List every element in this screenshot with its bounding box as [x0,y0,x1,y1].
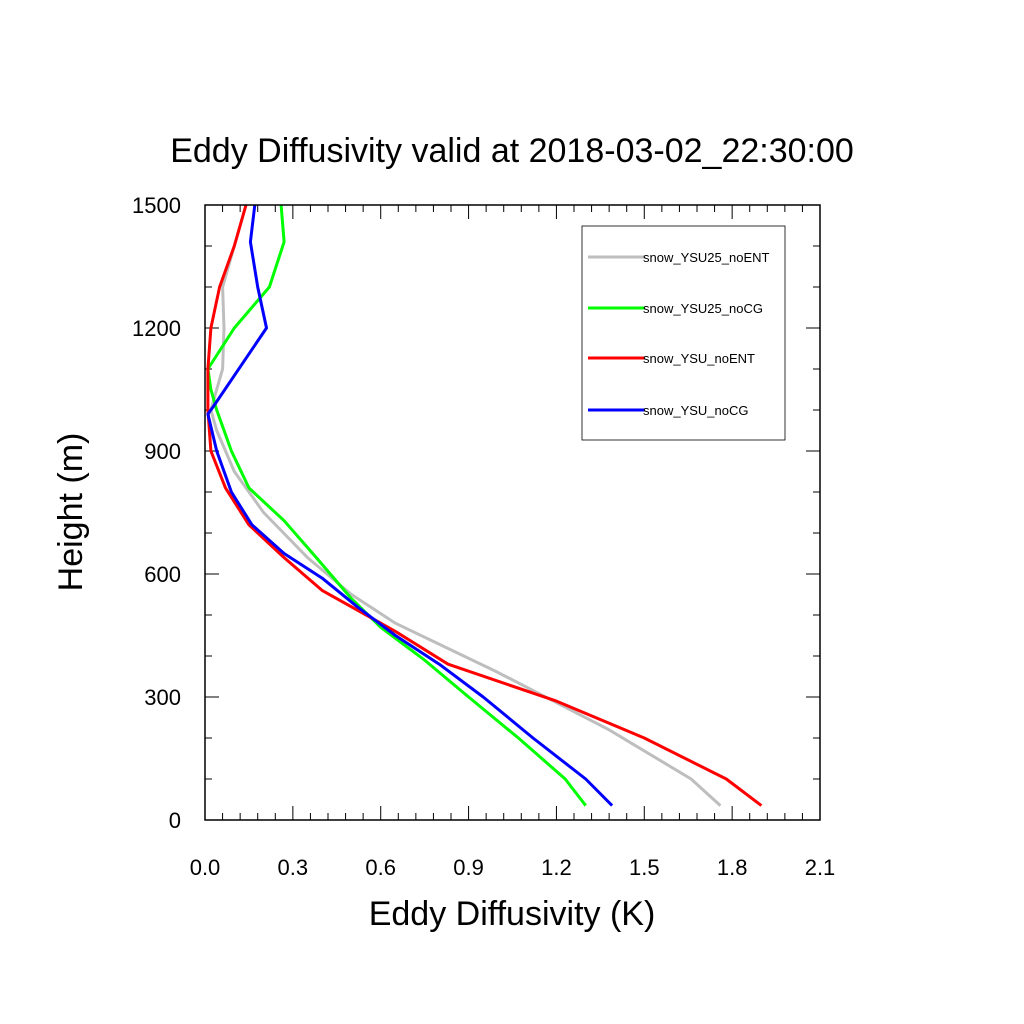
x-tick-label: 0.0 [190,855,221,880]
x-tick-label: 0.3 [278,855,309,880]
y-axis-label: Height (m) [52,433,90,592]
legend-label: snow_YSU25_noENT [643,250,770,265]
x-axis-label: Eddy Diffusivity (K) [369,895,656,933]
legend-label: snow_YSU_noCG [643,403,749,418]
y-tick-label: 1500 [132,193,181,218]
series-line-snow_YSU25_noCG [206,204,587,807]
x-tick-label: 1.5 [629,855,660,880]
x-tick-labels: 0.0 0.3 0.6 0.9 1.2 1.5 1.8 2.1 [190,855,836,880]
legend-label: snow_YSU25_noCG [643,301,763,316]
series-layer [206,204,763,807]
legend: snow_YSU25_noENT snow_YSU25_noCG snow_YSU_… [581,225,786,441]
y-tick-label: 1200 [132,316,181,341]
y-tick-label: 300 [144,685,181,710]
series-line-snow_YSU25_noENT [209,204,722,807]
plot-frame [204,204,821,821]
series-line-snow_YSU_noENT [206,204,763,807]
legend-box [581,225,786,441]
legend-label: snow_YSU_noENT [643,351,755,366]
x-tick-label: 1.2 [541,855,572,880]
x-tick-label: 0.6 [365,855,396,880]
x-tick-label: 1.8 [717,855,748,880]
x-tick-label: 2.1 [805,855,836,880]
legend-entries: snow_YSU25_noENT snow_YSU25_noCG snow_YSU_… [588,250,770,418]
y-tick-label: 900 [144,439,181,464]
y-tick-labels: 0 300 600 900 1200 1500 [132,193,181,833]
y-tick-label: 600 [144,562,181,587]
chart-title: Eddy Diffusivity valid at 2018-03-02_22:… [170,132,854,170]
series-line-snow_YSU_noCG [206,204,614,807]
x-tick-label: 0.9 [453,855,484,880]
y-tick-label: 0 [169,808,181,833]
